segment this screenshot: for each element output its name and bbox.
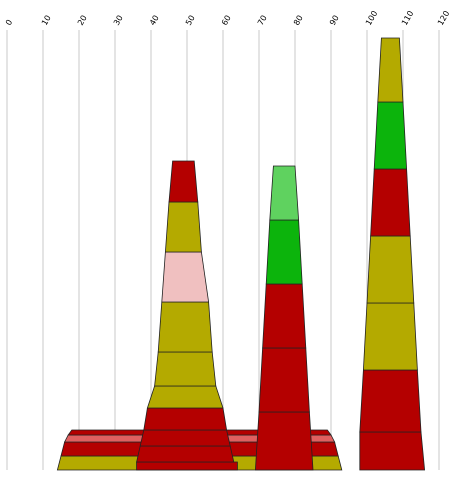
x-tick-label-20: 20: [76, 14, 89, 27]
x-tick-label-120: 120: [436, 9, 451, 27]
stack-2-segment-10: [168, 160, 199, 203]
stack-4-segment-2: [359, 369, 422, 433]
stack-4-segment-4: [366, 235, 415, 304]
x-tick-label-50: 50: [184, 14, 197, 27]
stack-4-segment-3: [362, 302, 418, 371]
x-tick-label-40: 40: [148, 14, 161, 27]
x-tick-labels: 0 10 20 30 40 50 60 70 80 90 100 110 120: [4, 9, 451, 27]
stack-4-segment-7: [377, 37, 404, 103]
stack-3: [254, 165, 314, 471]
stack-3-segment-3: [262, 283, 307, 349]
stack-2-segment-7: [157, 301, 213, 353]
stack-4-segment-6: [373, 101, 408, 170]
stack-2-segment-1: [136, 461, 238, 471]
stack-3-segment-2: [258, 347, 310, 413]
stack-4-segment-1: [359, 431, 426, 471]
x-tick-label-90: 90: [328, 14, 341, 27]
x-tick-label-80: 80: [292, 14, 305, 27]
stack-2-segment-3: [139, 429, 231, 447]
stack-4: [359, 37, 426, 471]
x-tick-label-0: 0: [4, 18, 14, 27]
x-tick-label-70: 70: [256, 14, 269, 27]
x-tick-label-10: 10: [40, 14, 53, 27]
stack-3-segment-1: [254, 411, 314, 471]
x-tick-label-110: 110: [400, 9, 415, 27]
stack-2-segment-5: [146, 385, 224, 409]
stack-3-segment-4: [265, 219, 303, 285]
stack-2-segment-6: [154, 351, 217, 387]
x-tick-label-30: 30: [112, 14, 125, 27]
stack-2-segment-9: [164, 201, 202, 253]
stack-2-segment-8: [161, 251, 210, 303]
x-tick-label-100: 100: [364, 9, 379, 27]
stack-4-segment-5: [370, 168, 411, 237]
stack-2-segment-4: [143, 407, 228, 431]
stack-3-segment-5: [269, 165, 300, 221]
stack-2-segment-2: [136, 445, 235, 463]
stack-2: [136, 160, 238, 471]
x-tick-label-60: 60: [220, 14, 233, 27]
bar-stacks: [56, 37, 426, 471]
